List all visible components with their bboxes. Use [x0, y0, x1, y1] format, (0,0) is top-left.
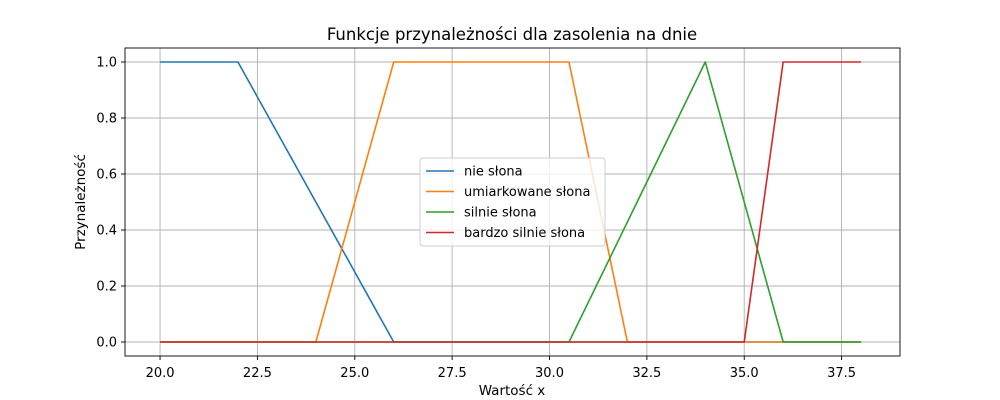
x-tick-label: 27.5	[438, 366, 467, 381]
axis-ticks: 20.0 22.5 25.0 27.5 30.0 32.5 35.0 37.5 0.0 0.2 0.…	[96, 56, 856, 382]
chart-title: Funkcje przynależności dla zasolenia na …	[327, 25, 697, 44]
legend-label: silnie słona	[464, 206, 537, 221]
x-tick-label: 25.0	[340, 366, 369, 381]
y-axis-label: Przynależność	[73, 154, 89, 250]
x-tick-label: 22.5	[243, 366, 272, 381]
y-tick-label: 0.6	[96, 168, 117, 183]
y-tick-label: 1.0	[96, 56, 117, 71]
legend-box	[419, 157, 606, 247]
series-line	[160, 61, 862, 343]
legend-label: bardzo silnie słona	[464, 226, 585, 241]
plot-frame	[124, 47, 901, 357]
x-tick-label: 32.5	[632, 366, 661, 381]
x-tick-label: 37.5	[827, 366, 856, 381]
x-axis-label: Wartość x	[479, 383, 546, 399]
legend-label: nie słona	[464, 165, 523, 180]
y-tick-label: 0.2	[96, 280, 117, 295]
x-tick-label: 30.0	[535, 366, 564, 381]
x-tick-label: 20.0	[146, 366, 175, 381]
x-tick-label: 35.0	[730, 366, 759, 381]
legend-label: umiarkowane słona	[464, 185, 590, 200]
y-tick-label: 0.4	[96, 224, 117, 239]
y-tick-label: 0.8	[96, 112, 117, 127]
y-tick-label: 0.0	[96, 336, 117, 351]
series-lines	[160, 61, 862, 343]
legend: nie słona umiarkowane słona silnie słona ba…	[419, 157, 606, 247]
